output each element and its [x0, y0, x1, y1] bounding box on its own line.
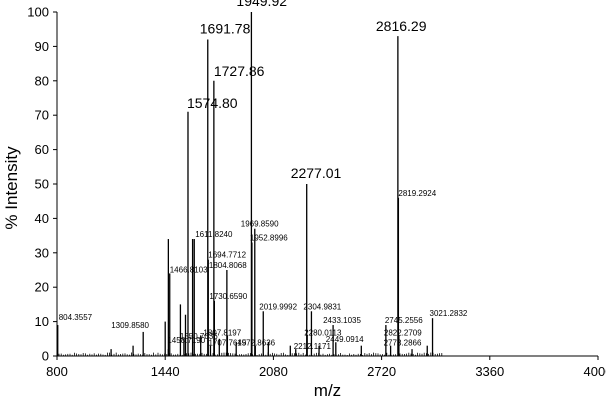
- peak-label: 2433.1035: [323, 316, 361, 325]
- peak-label: 1707.7645: [208, 339, 246, 348]
- y-tick-label: 80: [35, 73, 49, 88]
- peak-label: 1611.8240: [195, 230, 233, 239]
- peak-label: 2019.9992: [259, 302, 297, 311]
- y-tick-label: 100: [27, 5, 49, 20]
- x-tick-label: 3360: [475, 364, 504, 379]
- y-tick-label: 20: [35, 280, 49, 295]
- y-tick-label: 50: [35, 177, 49, 192]
- peak-label: 1694.7712: [208, 251, 246, 260]
- x-axis-title: m/z: [314, 381, 341, 400]
- peak-label: 2449.0914: [326, 335, 364, 344]
- peak-label: 1309.8580: [111, 321, 149, 330]
- peak-label: 1969.8590: [241, 220, 279, 229]
- peak-label: 1730.6590: [209, 292, 247, 301]
- x-tick-label: 2080: [259, 364, 288, 379]
- y-tick-label: 10: [35, 314, 49, 329]
- peak-label: 2819.2924: [398, 189, 436, 198]
- y-tick-label: 0: [42, 349, 49, 364]
- peak-label: 2773.2866: [384, 339, 422, 348]
- peak-label: 2304.9831: [303, 302, 341, 311]
- baseline-noise: [58, 352, 443, 356]
- peak-label: 2280.0113: [304, 328, 342, 337]
- peak-label: 3021.2832: [430, 309, 468, 318]
- peaks: [57, 12, 434, 356]
- peak-label: 1949.92: [236, 0, 287, 9]
- x-tick-label: 2720: [367, 364, 396, 379]
- peak-label: 804.3557: [59, 313, 93, 322]
- peak-label: 1807.8197: [203, 328, 241, 337]
- peak-label: 2745.2556: [385, 316, 423, 325]
- x-tick-label: 1440: [151, 364, 180, 379]
- y-tick-label: 30: [35, 245, 49, 260]
- peak-label: 1804.8068: [209, 261, 247, 270]
- peak-label: 1691.78: [200, 21, 251, 37]
- y-tick-label: 60: [35, 142, 49, 157]
- peak-label: 1952.8996: [250, 233, 288, 242]
- peak-label: 2822.2709: [384, 328, 422, 337]
- peak-label: 1550.7036: [180, 332, 218, 341]
- peak-label: 2816.29: [376, 18, 427, 34]
- peak-label: 1727.86: [214, 63, 265, 79]
- peak-label: 2212.1171: [294, 342, 332, 351]
- peak-label: 1574.80: [187, 95, 238, 111]
- y-tick-label: 40: [35, 211, 49, 226]
- peak-label: 1466.8103: [170, 265, 208, 274]
- peak-label: 1458.7190: [167, 336, 205, 345]
- x-tick-label: 800: [46, 364, 68, 379]
- y-tick-label: 90: [35, 39, 49, 54]
- peak-label: 1972.8636: [237, 339, 275, 348]
- peak-labels: 804.3557 1309.8580 1466.8103 1458.71901550.…: [59, 0, 468, 351]
- y-axis-title: % Intensity: [2, 146, 21, 230]
- y-tick-label: 70: [35, 108, 49, 123]
- peak-label: 2277.01: [291, 165, 342, 181]
- y-ticks: 0 10 20 30 40 50 60 70 80 90 100: [27, 5, 57, 364]
